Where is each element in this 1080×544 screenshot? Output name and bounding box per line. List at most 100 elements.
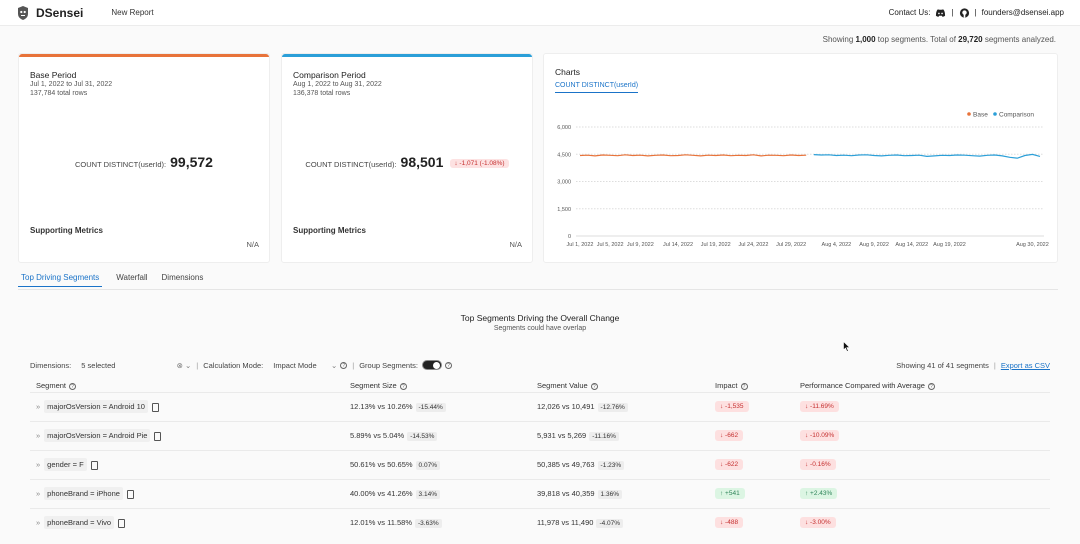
help-icon[interactable]: ?: [927, 382, 935, 390]
performance-badge: ↓ -11.69%: [800, 401, 839, 412]
y-tick-label: 1,500: [557, 207, 571, 213]
comparison-supporting-na: N/A: [509, 240, 522, 249]
size-cell: 12.01% vs 11.58% -3.63%: [344, 507, 531, 537]
calc-help-icon[interactable]: ?: [340, 361, 348, 369]
dimensions-select[interactable]: 5 selected ⊗ ⌄: [81, 361, 191, 370]
group-help-icon[interactable]: ?: [445, 361, 452, 369]
base-metric-value: 99,572: [170, 154, 213, 170]
segment-cell: » gender = F: [30, 449, 344, 479]
help-icon[interactable]: ?: [69, 382, 77, 390]
help-icon[interactable]: ?: [399, 382, 407, 390]
help-icon[interactable]: ?: [740, 382, 748, 390]
discord-icon[interactable]: [935, 8, 946, 18]
size-delta: -14.53%: [407, 431, 438, 441]
segments-summary: Showing 1,000 top segments. Total of 29,…: [823, 35, 1056, 44]
segment-name[interactable]: phoneBrand = iPhone: [44, 487, 123, 500]
value-cell: 50,385 vs 49,763 -1.23%: [531, 449, 709, 479]
table-row[interactable]: » majorOsVersion = Android Pie 5.89% vs 5.…: [30, 420, 1050, 450]
document-icon[interactable]: [118, 518, 126, 528]
value-cell: 5,931 vs 5,269 -11.16%: [531, 420, 709, 450]
expand-chevron-icon[interactable]: »: [36, 489, 41, 498]
expand-chevron-icon[interactable]: »: [36, 518, 41, 528]
table-row[interactable]: » majorOsVersion = Android 10 12.13% vs 10…: [30, 391, 1050, 421]
table-row[interactable]: » gender = F 50.61% vs 50.65% 0.07% 50,385 v…: [30, 449, 1050, 479]
performance-badge: ↑ +2.43%: [800, 488, 838, 499]
comparison-title: Comparison Period: [293, 70, 366, 80]
segment-name[interactable]: majorOsVersion = Android 10: [44, 400, 148, 413]
document-icon[interactable]: [151, 402, 159, 412]
impact-cell: ↓ -1,535: [709, 391, 794, 421]
impact-cell: ↑ +541: [709, 478, 794, 508]
x-tick-label: Jul 14, 2022: [663, 242, 693, 248]
legend-marker-base: [967, 112, 971, 116]
summary-total: 29,720: [958, 35, 983, 44]
tab-waterfall[interactable]: Waterfall: [116, 273, 148, 282]
segment-name[interactable]: gender = F: [44, 458, 87, 471]
value-cell: 39,818 vs 40,359 1.36%: [531, 478, 709, 508]
base-supporting-na: N/A: [246, 240, 259, 249]
group-segments-toggle[interactable]: [422, 360, 442, 370]
table-row[interactable]: » phoneBrand = Vivo 12.01% vs 11.58% -3.63%…: [30, 507, 1050, 537]
contact-label: Contact Us:: [888, 8, 931, 17]
header-segment-size: Segment Size?: [344, 379, 531, 392]
calc-mode-select[interactable]: Impact Mode ⌄: [273, 361, 337, 370]
y-tick-label: 3,000: [557, 180, 571, 186]
mouse-cursor-icon: [843, 341, 851, 352]
summary-shown: 1,000: [855, 35, 876, 44]
impact-badge: ↓ -622: [715, 459, 744, 470]
clear-chevron-icon[interactable]: ⊗ ⌄: [176, 360, 192, 370]
perf-cell: ↓ -10.09%: [794, 420, 1050, 450]
header-segment: Segment?: [30, 379, 344, 392]
base-metric-label: COUNT DISTINCT(userId):: [75, 160, 167, 169]
header-impact-label: Impact: [715, 380, 738, 390]
expand-chevron-icon[interactable]: »: [36, 460, 41, 469]
chart-tab-count-distinct[interactable]: COUNT DISTINCT(userId): [555, 82, 639, 93]
segment-cell: » majorOsVersion = Android 10: [30, 391, 344, 421]
section-title: Top Segments Driving the Overall Change: [460, 313, 620, 323]
value-delta: -4.07%: [596, 518, 624, 528]
contact-email[interactable]: founders@dsensei.app: [981, 8, 1064, 17]
value-delta: -12.76%: [597, 402, 628, 412]
header-performance: Performance Compared with Average?: [794, 379, 1050, 392]
document-icon[interactable]: [154, 431, 162, 441]
perf-cell: ↑ +2.43%: [794, 478, 1050, 508]
x-tick-label: Jul 5, 2022: [597, 242, 624, 248]
header-segment-label: Segment: [36, 380, 67, 390]
base-rows: 137,784 total rows: [30, 90, 88, 97]
perf-cell: ↓ -3.00%: [794, 507, 1050, 537]
document-icon[interactable]: [90, 460, 98, 470]
x-tick-label: Jul 24, 2022: [738, 242, 768, 248]
segment-value: 39,818 vs 40,359: [537, 488, 595, 498]
segment-name[interactable]: majorOsVersion = Android Pie: [44, 429, 151, 442]
header-size-label: Segment Size: [350, 380, 397, 390]
header-value-label: Segment Value: [537, 380, 588, 390]
segments-table: Segment? Segment Size? Segment Value? Im…: [30, 379, 1050, 537]
expand-chevron-icon[interactable]: »: [36, 431, 41, 440]
brand-name[interactable]: DSensei: [36, 5, 84, 20]
chevron-down-icon[interactable]: ⌄: [330, 360, 338, 370]
summary-suffix: segments analyzed.: [982, 35, 1056, 44]
export-csv-link[interactable]: Export as CSV: [1000, 360, 1050, 370]
segment-cell: » majorOsVersion = Android Pie: [30, 420, 344, 450]
segment-name[interactable]: phoneBrand = Vivo: [44, 516, 115, 530]
help-icon[interactable]: ?: [590, 382, 598, 390]
tab-dimensions[interactable]: Dimensions: [161, 273, 204, 282]
size-delta: 0.07%: [415, 460, 440, 470]
expand-chevron-icon[interactable]: »: [36, 402, 41, 411]
size-cell: 50.61% vs 50.65% 0.07%: [344, 449, 531, 479]
new-report-link[interactable]: New Report: [111, 8, 154, 17]
segment-size: 5.89% vs 5.04%: [350, 430, 405, 440]
document-icon[interactable]: [126, 489, 134, 499]
base-metric: COUNT DISTINCT(userId): 99,572: [19, 154, 269, 170]
performance-badge: ↓ -3.00%: [800, 517, 836, 529]
segment-cell: » phoneBrand = Vivo: [30, 507, 344, 537]
tab-top-driving-segments[interactable]: Top Driving Segments: [18, 273, 103, 287]
line-chart: 6,000 4,500 3,000 1,500 0 Jul 1, 2022 Jul 5, 2…: [557, 112, 1049, 249]
perf-cell: ↓ -11.69%: [794, 391, 1050, 421]
section-subtitle: Segments could have overlap: [493, 325, 587, 332]
github-icon[interactable]: [959, 7, 970, 18]
impact-badge: ↓ -662: [715, 430, 744, 441]
x-tick-label: Aug 30, 2022: [1016, 242, 1049, 248]
table-row[interactable]: » phoneBrand = iPhone 40.00% vs 41.26% 3.14…: [30, 478, 1050, 508]
value-cell: 12,026 vs 10,491 -12.76%: [531, 391, 709, 421]
